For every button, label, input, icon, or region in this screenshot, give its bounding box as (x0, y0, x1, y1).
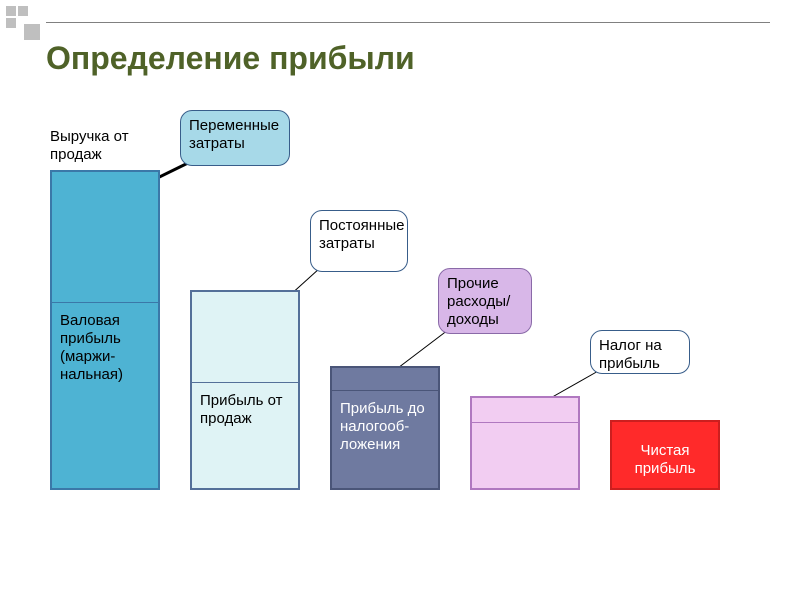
revenue-caption: Выручка от продаж (50, 128, 150, 164)
gross-profit-bar-label: Валовая прибыль (маржи-нальная) (54, 308, 156, 388)
sales-profit-bar-label: Прибыль от продаж (194, 388, 296, 432)
header-line (46, 22, 770, 23)
gross-profit-bar-split (52, 302, 158, 303)
net-profit-bar: Чистая прибыль (610, 420, 720, 490)
pretax-profit-bar-label: Прибыль до налогооб-ложения (334, 396, 436, 458)
post-other-bar-split (472, 422, 578, 423)
profit-waterfall-chart: Выручка от продаж Валовая прибыль (маржи-… (50, 100, 770, 570)
page-title: Определение прибыли (46, 40, 415, 77)
pretax-profit-bar: Прибыль до налогооб-ложения (330, 366, 440, 490)
sales-profit-bar-split (192, 382, 298, 383)
corner-decoration (6, 6, 42, 42)
income-tax-callout: Налог на прибыль (590, 330, 690, 374)
pretax-profit-bar-split (332, 390, 438, 391)
gross-profit-bar: Валовая прибыль (маржи-нальная) (50, 170, 160, 490)
post-other-bar (470, 396, 580, 490)
sales-profit-bar: Прибыль от продаж (190, 290, 300, 490)
other-exp-inc-callout: Прочие расходы/ доходы (438, 268, 532, 334)
net-profit-bar-label: Чистая прибыль (614, 438, 716, 482)
variable-costs-callout: Переменные затраты (180, 110, 290, 166)
fixed-costs-callout: Постоянные затраты (310, 210, 408, 272)
